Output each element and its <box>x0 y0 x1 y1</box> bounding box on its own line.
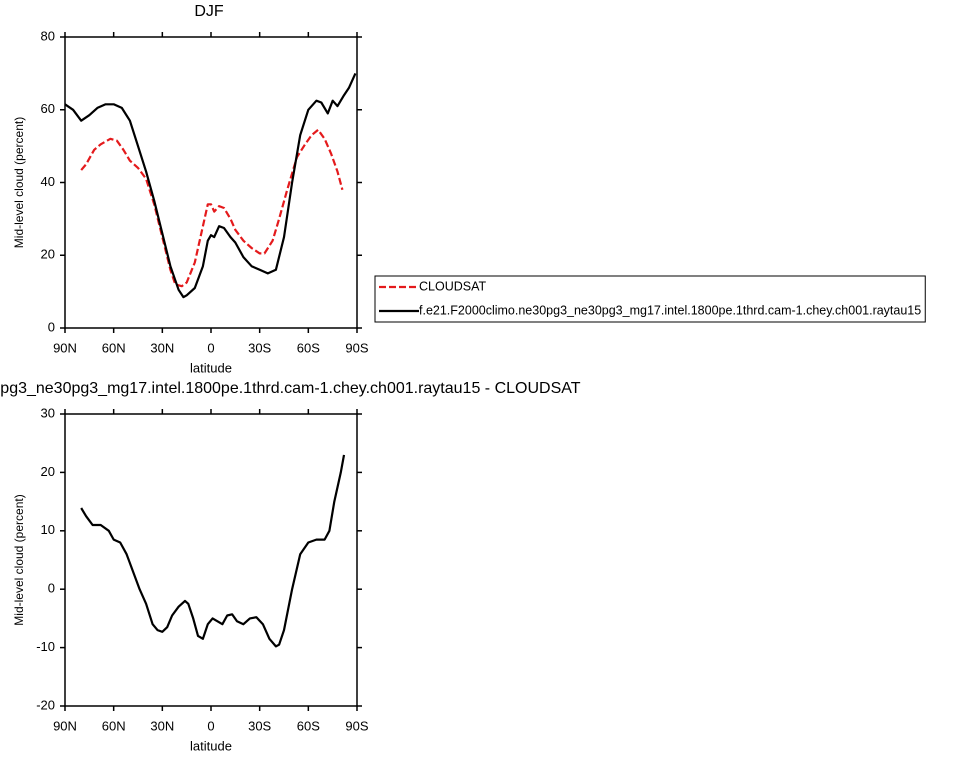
y-tick-label: 0 <box>48 319 55 334</box>
y-tick-label: 60 <box>41 101 55 116</box>
y-tick-label: -20 <box>36 697 55 712</box>
y-tick-label: 80 <box>41 28 55 43</box>
y-tick-label: 10 <box>41 522 55 537</box>
y-tick-label: 20 <box>41 247 55 262</box>
plot-frame <box>64 413 358 707</box>
data-line <box>80 128 344 288</box>
x-tick-label: 0 <box>207 718 214 733</box>
legend: CLOUDSAT f.e21.F2000climo.ne30pg3_ne30pg3… <box>374 275 926 323</box>
y-axis-label: Mid-level cloud (percent) <box>12 117 26 248</box>
x-tick-label: 90N <box>53 340 77 355</box>
chart-title: f.e21.F2000climo.ne30pg3_ne30pg3_mg17.in… <box>0 380 581 397</box>
legend-label: f.e21.F2000climo.ne30pg3_ne30pg3_mg17.in… <box>419 303 921 317</box>
y-tick-label: 20 <box>41 464 55 479</box>
x-tick-label: 30S <box>248 340 271 355</box>
legend-label: CLOUDSAT <box>419 279 487 293</box>
x-tick-label: 30S <box>248 718 271 733</box>
y-tick-label: -10 <box>36 639 55 654</box>
x-tick-label: 60S <box>297 718 320 733</box>
data-line <box>64 72 357 299</box>
plot-frame <box>64 36 358 329</box>
y-tick-label: 40 <box>41 174 55 189</box>
data-line <box>80 454 346 648</box>
x-axis-label: latitude <box>190 738 232 753</box>
legend-frame <box>374 275 926 323</box>
chart-title: DJF <box>194 3 224 20</box>
x-axis-label: latitude <box>190 360 232 375</box>
y-tick-label: 0 <box>48 581 55 596</box>
x-tick-label: 60N <box>102 718 126 733</box>
y-tick-label: 30 <box>41 405 55 420</box>
x-tick-label: 90S <box>345 340 368 355</box>
x-tick-label: 30N <box>150 340 174 355</box>
x-tick-label: 90S <box>345 718 368 733</box>
x-tick-label: 60S <box>297 340 320 355</box>
x-tick-label: 0 <box>207 340 214 355</box>
x-tick-label: 30N <box>150 718 174 733</box>
x-tick-label: 90N <box>53 718 77 733</box>
x-tick-label: 60N <box>102 340 126 355</box>
y-axis-label: Mid-level cloud (percent) <box>12 494 26 625</box>
